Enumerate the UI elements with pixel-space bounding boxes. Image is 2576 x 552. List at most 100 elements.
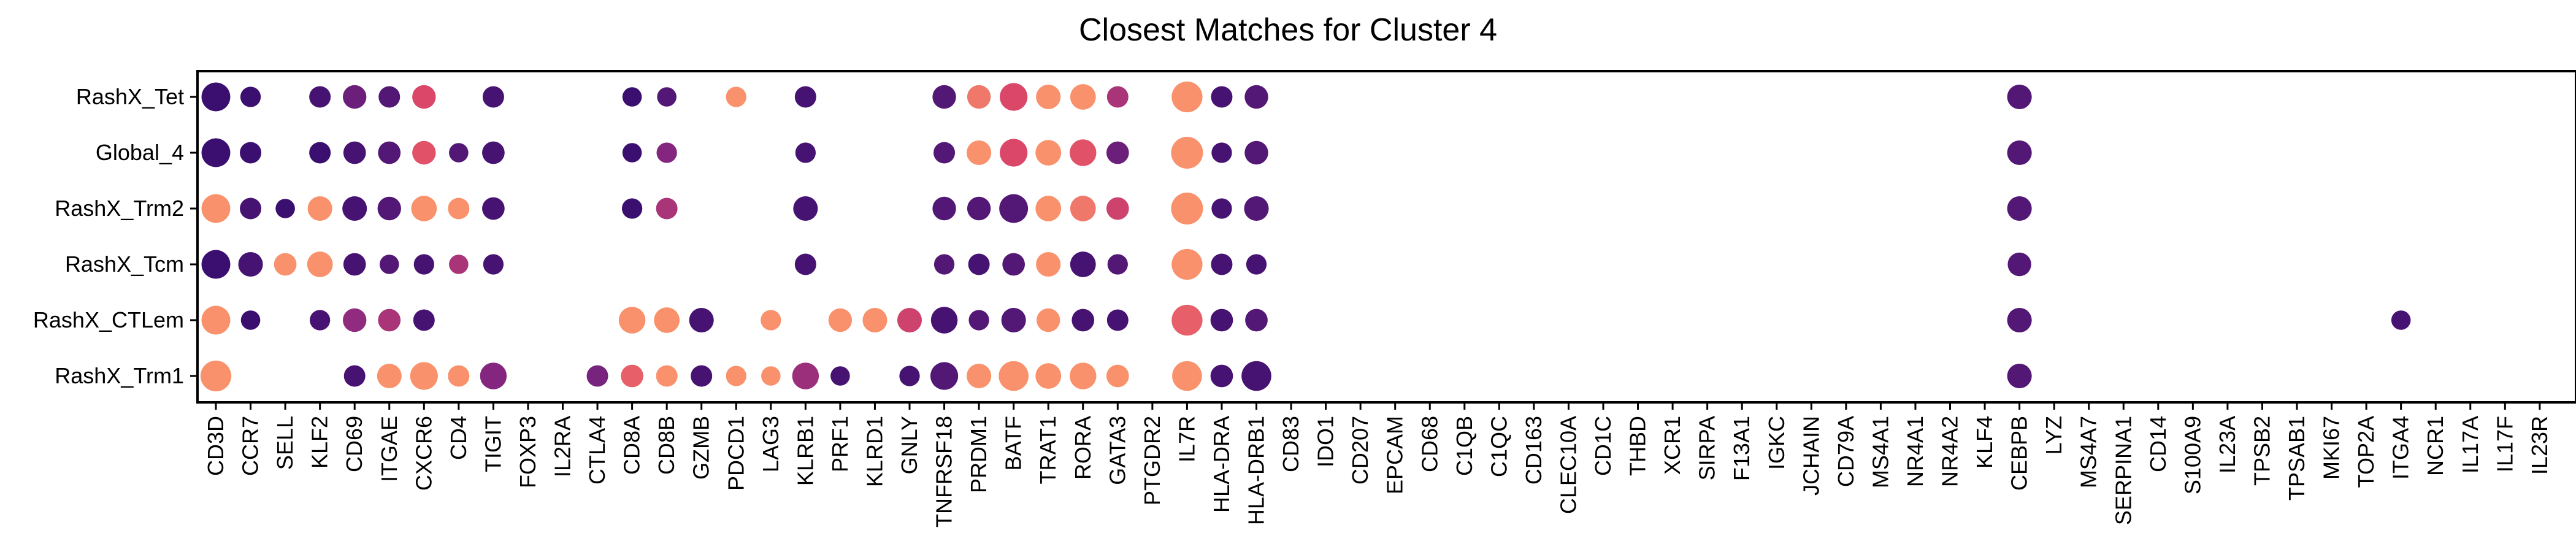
x-tick-label: ITGA4 xyxy=(2388,416,2413,480)
dot-RashX_Trm1-GNLY xyxy=(899,366,920,386)
dot-RashX_Trm1-GZMB xyxy=(691,365,713,387)
x-tick-label: KLRB1 xyxy=(792,416,818,486)
x-tick-label: PRF1 xyxy=(827,416,853,472)
dot-RashX_Tet-HLA-DRA xyxy=(1211,86,1233,108)
dot-RashX_Trm2-TIGIT xyxy=(482,197,505,220)
dot-RashX_CTLem-LAG3 xyxy=(761,310,781,331)
dot-RashX_Trm2-GATA3 xyxy=(1106,197,1129,220)
dot-RashX_Tet-CEBPB xyxy=(2007,84,2032,110)
dot-RashX_Trm2-TRAT1 xyxy=(1035,196,1062,221)
x-tick-label: CCR7 xyxy=(238,416,263,476)
dot-RashX_Trm1-TIGIT xyxy=(480,362,507,389)
x-tick-label: IL2RA xyxy=(550,416,575,477)
x-tick-label: CD69 xyxy=(342,416,367,472)
dot-RashX_CTLem-PRDM1 xyxy=(968,310,989,331)
x-tick-label: MS4A1 xyxy=(1868,416,1893,488)
dot-RashX_Tcm-PRDM1 xyxy=(968,253,990,275)
x-tick-label: CD83 xyxy=(1278,416,1303,472)
dot-RashX_Trm1-PRF1 xyxy=(830,366,850,386)
x-tick-label: S100A9 xyxy=(2180,416,2205,494)
dot-RashX_CTLem-HLA-DRA xyxy=(1210,309,1233,332)
x-tick-label: TPSB2 xyxy=(2249,416,2274,486)
x-tick-label: GNLY xyxy=(897,416,922,474)
x-tick-label: CD79A xyxy=(1833,416,1858,487)
dot-RashX_Tcm-CD69 xyxy=(343,253,366,276)
x-tick-label: CD68 xyxy=(1417,416,1442,472)
x-tick-label: BATF xyxy=(1001,416,1026,470)
dot-RashX_Trm1-GATA3 xyxy=(1106,364,1129,388)
dot-RashX_Tet-CCR7 xyxy=(240,86,261,107)
x-tick-label: TIGIT xyxy=(480,416,505,472)
x-tick-label: CD163 xyxy=(1521,416,1546,485)
dot-RashX_Trm1-CD3D xyxy=(200,360,232,392)
dot-RashX_Trm2-SELL xyxy=(275,199,295,218)
dot-RashX_CTLem-TRAT1 xyxy=(1037,308,1060,332)
dot-RashX_Trm2-CD69 xyxy=(342,196,367,221)
dot-RashX_Tcm-ITGAE xyxy=(379,255,399,274)
dot-Global_4-HLA-DRB1 xyxy=(1244,140,1268,165)
dot-Global_4-GATA3 xyxy=(1106,141,1129,164)
dot-Global_4-CD8B xyxy=(656,142,677,163)
x-tick-label: FOXP3 xyxy=(515,416,540,488)
x-tick-label: F13A1 xyxy=(1729,416,1754,481)
dot-RashX_Tet-ITGAE xyxy=(378,86,401,108)
dot-RashX_Tet-CXCR6 xyxy=(412,85,436,109)
dot-RashX_CTLem-CD69 xyxy=(343,308,367,332)
dot-Global_4-IL7R xyxy=(1171,137,1203,169)
dot-RashX_Tet-TIGIT xyxy=(482,86,504,108)
dot-RashX_Trm1-KLRB1 xyxy=(792,362,819,389)
dot-RashX_CTLem-PRF1 xyxy=(828,308,853,332)
dot-RashX_Trm2-CCR7 xyxy=(240,197,262,220)
x-tick-label: NR4A1 xyxy=(1903,416,1928,487)
dot-RashX_Tcm-CXCR6 xyxy=(413,254,434,275)
dot-RashX_Trm2-IL7R xyxy=(1171,193,1203,224)
dot-RashX_CTLem-HLA-DRB1 xyxy=(1245,309,1268,332)
x-tick-label: CXCR6 xyxy=(411,416,436,491)
x-tick-label: HLA-DRB1 xyxy=(1244,416,1269,525)
dot-RashX_Tet-TNFRSF18 xyxy=(932,85,956,109)
dot-RashX_CTLem-KLF2 xyxy=(310,310,331,331)
dot-RashX_Tet-CD3D xyxy=(201,82,231,112)
dot-RashX_Tcm-HLA-DRA xyxy=(1211,253,1233,275)
y-tick-label: RashX_Trm1 xyxy=(55,363,184,388)
x-tick-label: RORA xyxy=(1070,416,1095,480)
dot-RashX_Tet-CD69 xyxy=(343,85,367,109)
dot-RashX_CTLem-GNLY xyxy=(897,307,922,333)
dot-Global_4-ITGAE xyxy=(378,141,401,164)
x-tick-label: CD8A xyxy=(619,416,645,475)
x-tick-label: IL23A xyxy=(2215,416,2240,473)
dot-RashX_Trm2-RORA xyxy=(1070,196,1096,221)
dot-RashX_Trm1-TRAT1 xyxy=(1035,363,1062,389)
dot-RashX_CTLem-IL7R xyxy=(1171,304,1203,336)
x-tick-label: CTLA4 xyxy=(585,416,610,485)
dot-Global_4-CD69 xyxy=(343,141,366,164)
dot-RashX_Tcm-CD3D xyxy=(201,250,231,279)
x-tick-label: NR4A2 xyxy=(1938,416,1963,487)
dot-Global_4-CXCR6 xyxy=(412,140,436,165)
dot-RashX_Trm2-HLA-DRB1 xyxy=(1244,196,1269,221)
dot-RashX_Trm1-CD8A xyxy=(621,364,643,388)
dot-RashX_CTLem-RORA xyxy=(1071,309,1095,332)
dot-RashX_Tcm-KLRB1 xyxy=(794,253,816,275)
x-tick-label: PTGDR2 xyxy=(1140,416,1165,505)
dot-RashX_Trm2-CD3D xyxy=(201,194,231,223)
x-tick-label: PRDM1 xyxy=(966,416,991,493)
dot-Global_4-CD8A xyxy=(622,143,642,163)
dot-RashX_Tet-BATF xyxy=(1000,83,1028,111)
dot-RashX_Tcm-TNFRSF18 xyxy=(933,254,955,275)
dot-Global_4-TIGIT xyxy=(482,141,505,164)
dot-RashX_Tet-KLF2 xyxy=(309,86,331,108)
dot-RashX_Tcm-SELL xyxy=(274,253,297,276)
dot-RashX_Trm2-CD4 xyxy=(448,197,470,220)
y-tick-label: RashX_Tet xyxy=(76,84,184,109)
x-tick-label: CEBPB xyxy=(2007,416,2032,491)
dot-Global_4-KLF2 xyxy=(309,142,331,164)
dot-RashX_CTLem-CD3D xyxy=(201,305,231,335)
dot-RashX_Trm1-HLA-DRB1 xyxy=(1241,361,1271,391)
dot-RashX_Trm2-CXCR6 xyxy=(411,196,437,221)
dot-RashX_CTLem-TNFRSF18 xyxy=(930,307,958,334)
chart-title: Closest Matches for Cluster 4 xyxy=(1079,12,1497,48)
x-axis-labels: CD3D CCR7 SELL KLF2 CD69 ITGAE CXCR6 CD4 TIGIT FO… xyxy=(203,402,2552,527)
x-tick-label: MS4A7 xyxy=(2076,416,2101,488)
x-tick-label: TRAT1 xyxy=(1035,416,1060,484)
